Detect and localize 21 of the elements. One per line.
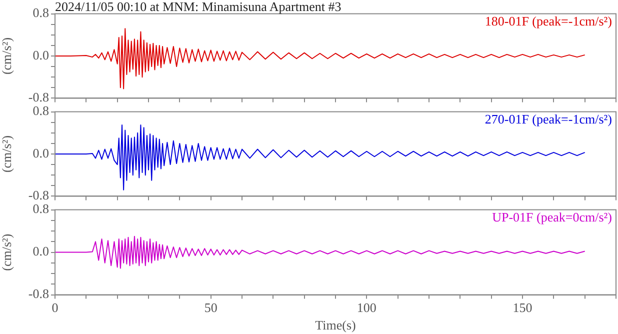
annotation: 270-01F (peak=-1cm/s²): [484, 112, 612, 127]
y-axis-title: (cm/s²): [0, 234, 14, 271]
x-axis-title: Time(s): [315, 318, 356, 333]
y-tick-label: 0.0: [32, 47, 49, 62]
y-tick-label: -0.8: [28, 90, 49, 105]
chart-title: 2024/11/05 00:10 at MNM: Minamisuna Apartment #3: [55, 0, 342, 15]
y-tick-label: 0.8: [32, 201, 49, 216]
x-tick-label: 100: [356, 300, 376, 316]
x-tick-label: 150: [512, 300, 532, 316]
y-axis-title: (cm/s²): [0, 37, 14, 75]
x-tick-label: 50: [204, 300, 218, 316]
y-tick-label: -0.8: [28, 188, 49, 203]
y-axis-title: (cm/s²): [0, 135, 14, 173]
annotation: 180-01F (peak=-1cm/s²): [484, 14, 612, 29]
y-tick-label: -0.8: [28, 286, 49, 302]
annotation: UP-01F (peak=0cm/s²): [492, 210, 612, 225]
y-tick-label: 0.0: [32, 145, 49, 160]
x-tick-label: 0: [52, 300, 58, 316]
y-tick-label: 0.8: [32, 103, 49, 118]
y-tick-label: 0.8: [32, 5, 49, 20]
y-tick-label: 0.0: [32, 244, 49, 259]
